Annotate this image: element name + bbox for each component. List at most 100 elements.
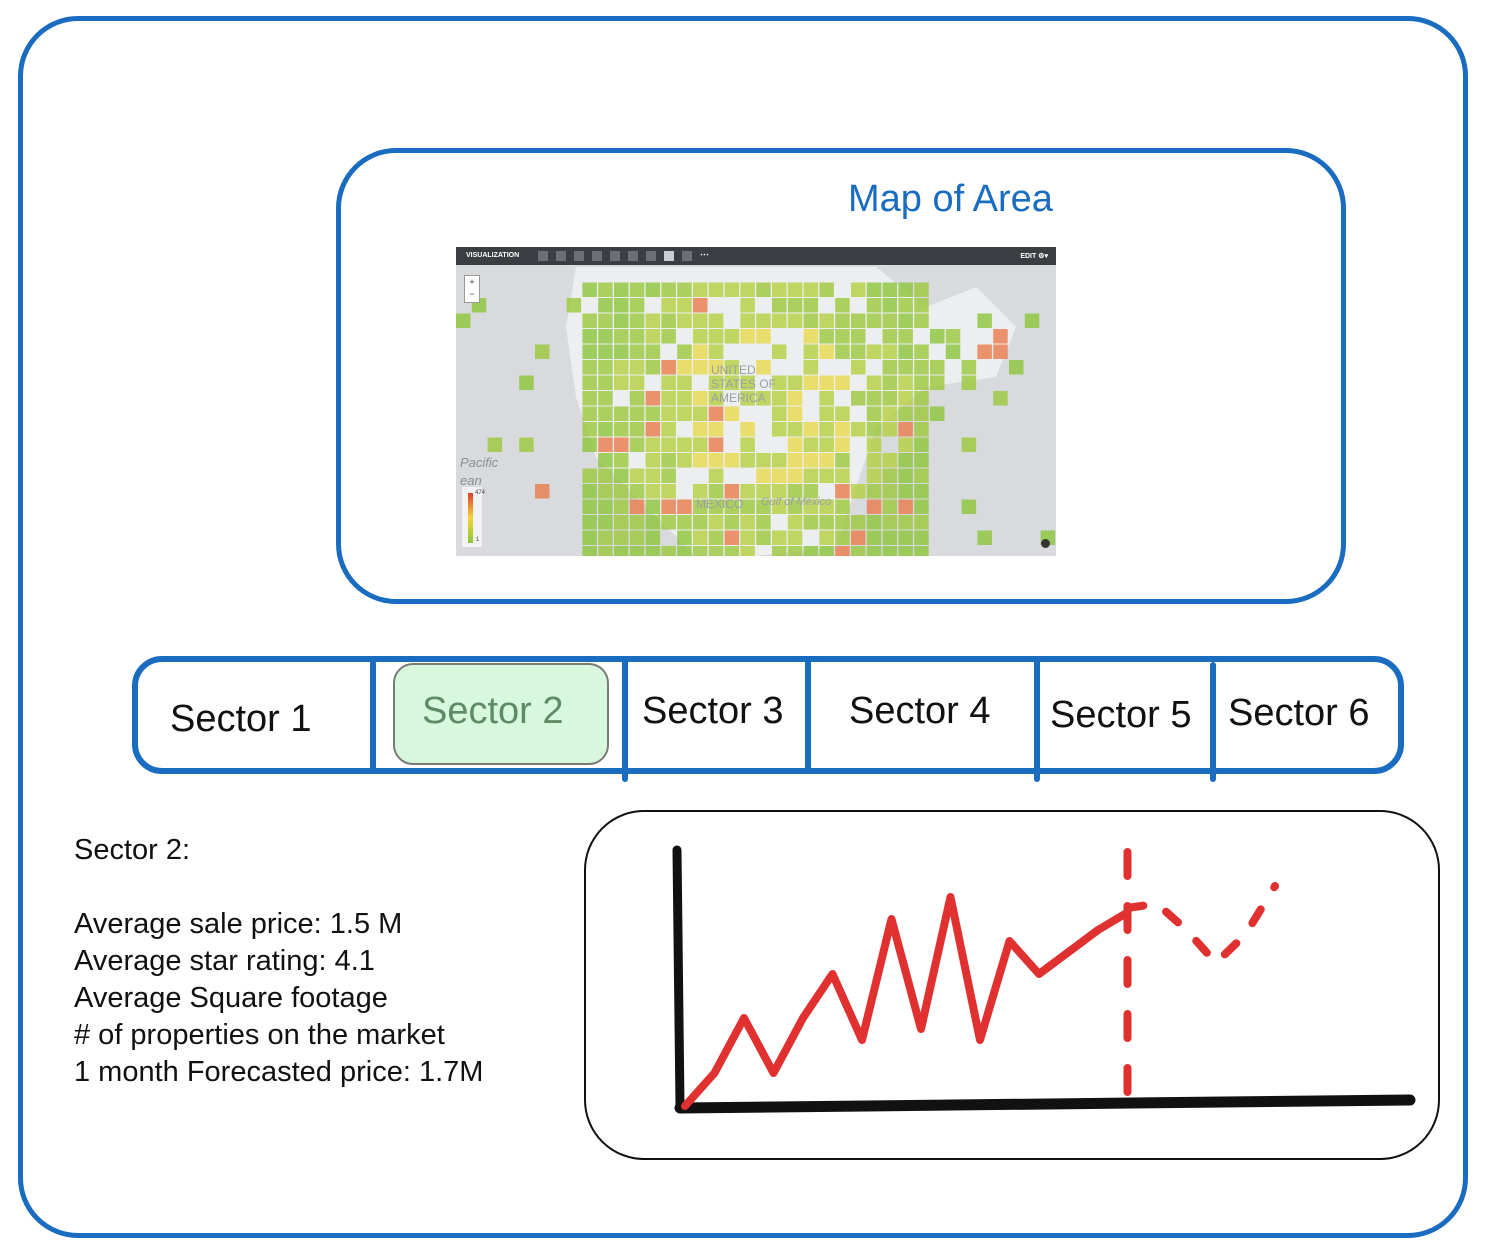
heat-cell [803,282,819,297]
tab-divider [805,656,811,774]
heat-cell [914,313,929,328]
map-visualization[interactable]: VISUALIZATION ⋯ EDIT ⚙▾ + − Pacific ean U… [456,247,1056,556]
heat-cell [645,313,661,328]
heat-cell [708,422,724,437]
map-heat-grid [456,267,1056,556]
heat-cell [645,468,661,483]
info-icon[interactable] [1041,539,1050,548]
heat-cell [677,344,692,359]
heat-cell [898,453,913,468]
table-icon[interactable] [538,251,548,261]
heat-cell [740,437,755,452]
heat-cell [756,499,771,514]
heat-cell [598,313,613,328]
heat-cell [693,298,708,313]
heat-cell [629,530,645,545]
heat-cell [519,375,534,390]
heat-cell [629,437,645,452]
heat-cell [898,468,913,483]
heat-cell [819,515,834,530]
tab-sector-2-highlight[interactable] [393,663,609,765]
heat-cell [882,515,898,530]
tab-sector-3[interactable]: Sector 3 [642,690,784,732]
heat-cell [914,515,929,530]
heat-cell [661,499,676,514]
heat-cell [645,422,661,437]
heat-cell [661,406,676,421]
heat-cell [803,468,819,483]
heat-cell [835,344,850,359]
heat-cell [582,360,597,375]
heat-cell [724,406,740,421]
app-frame [18,16,1468,1238]
pie-chart-icon[interactable] [646,251,656,261]
pivot-icon[interactable] [574,251,584,261]
heat-cell [819,282,834,297]
heat-cell [819,453,834,468]
heat-cell [772,344,787,359]
heat-cell [661,391,676,406]
more-icon[interactable]: ⋯ [700,249,709,259]
heat-cell [677,375,692,390]
heat-cell [724,499,740,514]
avg-star-rating: Average star rating: 4.1 [74,945,375,977]
heat-cell [756,391,771,406]
heat-cell [787,391,803,406]
heat-cell [614,468,629,483]
heat-cell [756,515,771,530]
map-icon[interactable] [664,251,674,261]
bar-chart-icon[interactable] [556,251,566,261]
heat-cell [724,546,740,556]
mexico-label: MEXICO [696,497,744,511]
heat-cell [772,375,787,390]
heat-cell [772,530,787,545]
edit-button[interactable]: EDIT ⚙▾ [1020,253,1048,260]
heat-cell [945,329,961,344]
legend-min: 1 [476,537,480,543]
heat-cell [851,422,866,437]
column-chart-icon[interactable] [628,251,638,261]
heat-cell [945,344,961,359]
heat-cell [961,437,977,452]
tab-sector-4[interactable]: Sector 4 [849,690,991,732]
tab-sector-1[interactable]: Sector 1 [170,698,312,740]
heat-cell [898,313,913,328]
heat-cell [866,499,882,514]
number-icon[interactable] [682,251,692,261]
heat-cell [614,406,629,421]
heat-cell [614,453,629,468]
tab-sector-6[interactable]: Sector 6 [1228,692,1370,734]
heat-cell [898,360,913,375]
heat-cell [582,499,597,514]
heat-cell [898,437,913,452]
area-chart-icon[interactable] [592,251,602,261]
heat-cell [677,437,692,452]
heat-cell [882,391,898,406]
heat-cell [882,468,898,483]
heat-cell [835,406,850,421]
line-chart-icon[interactable] [610,251,620,261]
heat-cell [645,344,661,359]
tab-sector-2[interactable]: Sector 2 [422,690,564,732]
heat-cell [930,375,945,390]
heat-cell [851,282,866,297]
heat-cell [835,437,850,452]
tab-divider [1210,662,1216,782]
legend-gradient [468,493,473,543]
heat-cell [708,515,724,530]
heat-cell [756,329,771,344]
heat-cell [914,437,929,452]
heat-cell [787,298,803,313]
heat-cell [724,375,740,390]
heat-cell [598,298,613,313]
heat-cell [598,453,613,468]
heat-cell [645,453,661,468]
heat-cell [898,499,913,514]
heat-cell [724,530,740,545]
heat-cell [693,453,708,468]
heat-cell [898,375,913,390]
tab-sector-5[interactable]: Sector 5 [1050,694,1192,736]
tab-divider [1034,656,1040,782]
zoom-control[interactable]: + − [464,275,480,303]
heat-cell [629,391,645,406]
